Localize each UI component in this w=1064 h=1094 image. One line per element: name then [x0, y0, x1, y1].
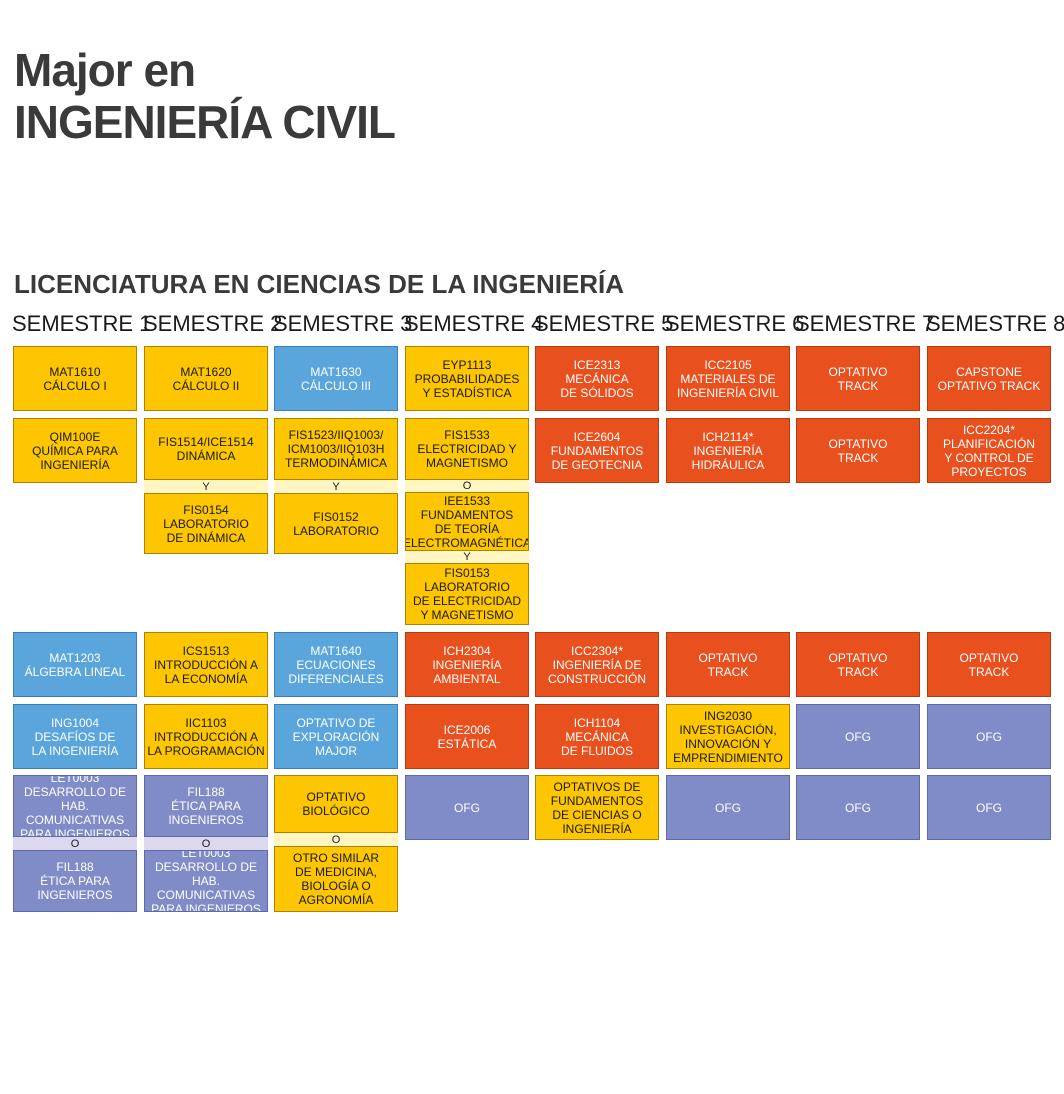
course-let0003: LET0003 DESARROLLO DE HAB. COMUNICATIVAS…	[144, 850, 268, 912]
course-ich1104: ICH1104 MECÁNICA DE FLUIDOS	[535, 704, 659, 769]
course-optativo-track: OPTATIVO TRACK	[666, 632, 790, 697]
course-ics1513: ICS1513 INTRODUCCIÓN A LA ECONOMÍA	[144, 632, 268, 697]
page-title-line-1: Major en	[14, 44, 196, 96]
semester-header-8: SEMESTRE 8	[926, 311, 1064, 336]
course-optativo-track: OPTATIVO TRACK	[927, 632, 1051, 697]
course-iee1533: IEE1533 FUNDAMENTOS DE TEORÍA ELECTROMAG…	[405, 492, 529, 551]
course-ofg: OFG	[405, 775, 529, 840]
course-ice2604: ICE2604 FUNDAMENTOS DE GEOTECNIA	[535, 418, 659, 483]
and-separator: Y	[144, 480, 268, 493]
course-ofg: OFG	[796, 704, 920, 769]
course-icc2304: ICC2304* INGENIERÍA DE CONSTRUCCIÓN	[535, 632, 659, 697]
course-ofg: OFG	[796, 775, 920, 840]
semester-header-6: SEMESTRE 6	[665, 311, 805, 336]
course-otro-similar: OTRO SIMILAR DE MEDICINA, BIOLOGÍA O AGR…	[274, 846, 398, 912]
page-title-line-2: INGENIERÍA CIVIL	[14, 96, 396, 148]
course-ich2304: ICH2304 INGENIERÍA AMBIENTAL	[405, 632, 529, 697]
course-ofg: OFG	[927, 775, 1051, 840]
course-fis1514: FIS1514/ICE1514 DINÁMICA	[144, 418, 268, 480]
and-separator: Y	[274, 480, 398, 493]
course-ice2006: ICE2006 ESTÁTICA	[405, 704, 529, 769]
course-ing1004: ING1004 DESAFÍOS DE LA INGENIERÍA	[13, 704, 137, 769]
semester-header-3: SEMESTRE 3	[273, 311, 413, 336]
course-fis1523: FIS1523/IIQ1003/ ICM1003/IIQ103H TERMODI…	[274, 418, 398, 480]
course-ice2313: ICE2313 MECÁNICA DE SÓLIDOS	[535, 346, 659, 411]
course-optativos-fundamentos: OPTATIVOS DE FUNDAMENTOS DE CIENCIAS O I…	[535, 775, 659, 840]
semester-header-2: SEMESTRE 2	[143, 311, 283, 336]
course-ofg: OFG	[927, 704, 1051, 769]
course-mat1630: MAT1630 CÁLCULO III	[274, 346, 398, 411]
or-separator: O	[405, 480, 529, 492]
semester-header-5: SEMESTRE 5	[534, 311, 674, 336]
course-mat1620: MAT1620 CÁLCULO II	[144, 346, 268, 411]
course-mat1640: MAT1640 ECUACIONES DIFERENCIALES	[274, 632, 398, 697]
course-fis0152: FIS0152 LABORATORIO	[274, 493, 398, 554]
course-fis0153: FIS0153 LABORATORIO DE ELECTRICIDAD Y MA…	[405, 563, 529, 625]
course-optativo-biologico: OPTATIVO BIOLÓGICO	[274, 775, 398, 833]
course-ich2114: ICH2114* INGENIERÍA HIDRÁULICA	[666, 418, 790, 483]
course-fis1533: FIS1533 ELECTRICIDAD Y MAGNETISMO	[405, 418, 529, 480]
course-optativo-track: OPTATIVO TRACK	[796, 346, 920, 411]
course-eyp1113: EYP1113 PROBABILIDADES Y ESTADÍSTICA	[405, 346, 529, 411]
semester-header-1: SEMESTRE 1	[12, 311, 152, 336]
course-optativo-track: OPTATIVO TRACK	[796, 418, 920, 483]
course-let0003: LET0003 DESARROLLO DE HAB. COMUNICATIVAS…	[13, 775, 137, 837]
or-separator: O	[13, 837, 137, 850]
or-separator: O	[144, 837, 268, 850]
course-capstone: CAPSTONE OPTATIVO TRACK	[927, 346, 1051, 411]
program-subtitle: LICENCIATURA EN CIENCIAS DE LA INGENIERÍ…	[14, 269, 625, 299]
course-icc2105: ICC2105 MATERIALES DE INGENIERÍA CIVIL	[666, 346, 790, 411]
course-optativo-track: OPTATIVO TRACK	[796, 632, 920, 697]
and-separator: Y	[405, 551, 529, 563]
course-mat1610: MAT1610 CÁLCULO I	[13, 346, 137, 411]
course-mat1203: MAT1203 ÁLGEBRA LINEAL	[13, 632, 137, 697]
course-fil188: FIL188 ÉTICA PARA INGENIEROS	[13, 850, 137, 912]
course-iic1103: IIC1103 INTRODUCCIÓN A LA PROGRAMACIÓN	[144, 704, 268, 769]
or-separator: O	[274, 833, 398, 846]
semester-header-7: SEMESTRE 7	[795, 311, 935, 336]
course-qim100e: QIM100E QUÍMICA PARA INGENIERÍA	[13, 418, 137, 483]
semester-header-4: SEMESTRE 4	[404, 311, 544, 336]
course-ing2030: ING2030 INVESTIGACIÓN, INNOVACIÓN Y EMPR…	[666, 704, 790, 769]
course-fis0154: FIS0154 LABORATORIO DE DINÁMICA	[144, 493, 268, 554]
course-icc2204: ICC2204* PLANIFICACIÓN Y CONTROL DE PROY…	[927, 418, 1051, 483]
course-optativo-exploracion: OPTATIVO DE EXPLORACIÓN MAJOR	[274, 704, 398, 769]
course-ofg: OFG	[666, 775, 790, 840]
course-fil188: FIL188 ÉTICA PARA INGENIEROS	[144, 775, 268, 837]
